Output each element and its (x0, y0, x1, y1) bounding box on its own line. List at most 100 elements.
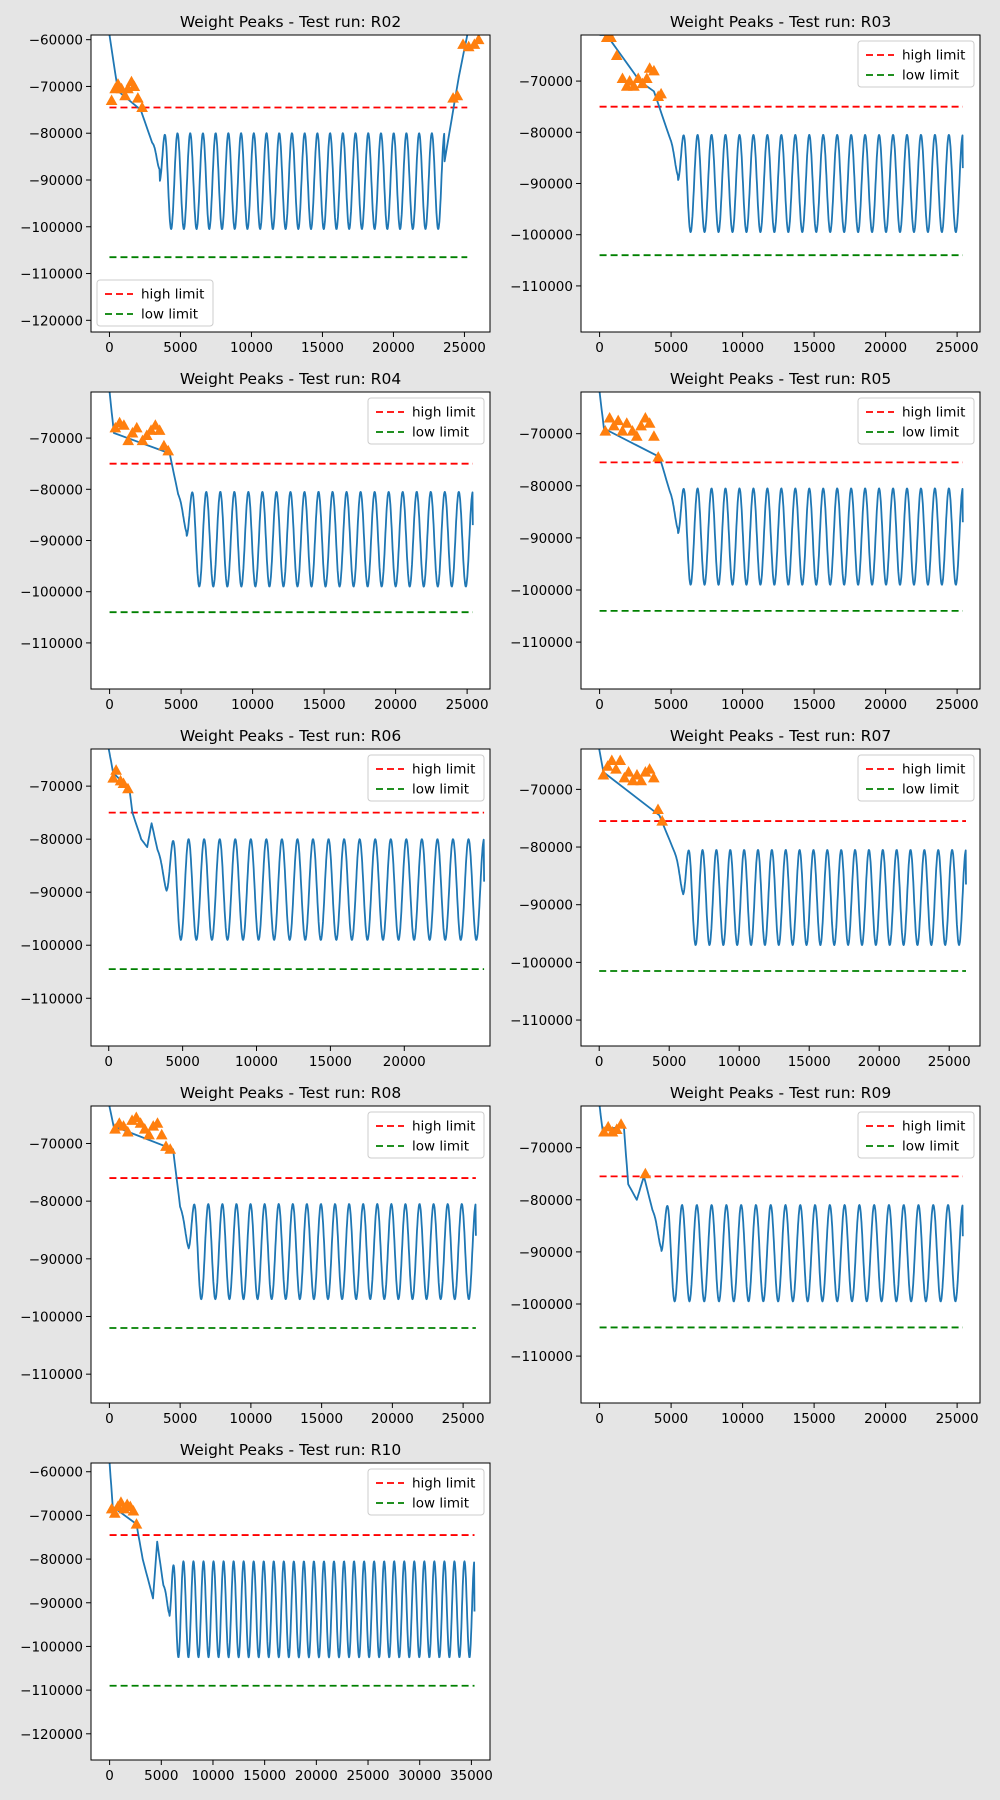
x-tick-label: 5000 (164, 697, 198, 713)
peak-marker (138, 1123, 151, 1134)
peak-marker (626, 774, 639, 786)
y-tick-label: −120000 (20, 313, 83, 329)
x-tick-label: 15000 (300, 1411, 343, 1427)
chart-panel-5: Weight Peaks - Test run: R06 −110000 −1000… (20, 727, 491, 1070)
peak-marker (630, 430, 643, 441)
legend-high-label: high limit (902, 1119, 965, 1135)
weight-signal-line (598, 1106, 964, 1303)
peak-marker (605, 35, 617, 43)
peak-marker (639, 1167, 652, 1179)
peak-marker (451, 89, 464, 101)
peak-marker (105, 94, 118, 105)
x-tick-label: 0 (105, 340, 114, 356)
y-tick-label: −70000 (29, 1136, 83, 1152)
peak-marker (652, 451, 665, 462)
legend: high limit low limit (367, 1468, 485, 1516)
legend: high limit low limit (367, 754, 485, 802)
y-tick-label: −100000 (20, 585, 83, 601)
x-tick-label: 0 (595, 1411, 604, 1427)
peak-marker (162, 444, 175, 456)
axes-frame (90, 1462, 491, 1761)
peak-marker (631, 768, 643, 780)
legend-low-label: low limit (902, 782, 959, 798)
x-tick-label: 5000 (163, 1411, 197, 1427)
y-tick-label: −60000 (29, 1465, 83, 1481)
peak-marker (108, 1507, 121, 1518)
y-tick-label: −110000 (510, 1013, 573, 1029)
x-tick-label: 20000 (372, 340, 415, 356)
legend-high-label: high limit (412, 1476, 475, 1492)
y-tick-label: −110000 (510, 635, 573, 651)
weight-signal-line (108, 35, 469, 230)
x-tick-label: 20000 (858, 1054, 901, 1070)
legend: high limit low limit (857, 1111, 975, 1159)
y-tick-label: −80000 (29, 832, 83, 848)
axes-frame (580, 748, 981, 1047)
peak-marker (117, 777, 130, 788)
weight-signal-line (108, 392, 474, 588)
y-tick-label: −100000 (510, 955, 573, 971)
chart-panel-8: Weight Peaks - Test run: R09 −110000 −1000… (510, 1084, 981, 1427)
peak-marker (132, 92, 144, 103)
y-tick-label: −70000 (29, 779, 83, 795)
peak-marker (109, 421, 122, 433)
peak-marker (164, 1143, 177, 1154)
chart-title: Weight Peaks - Test run: R02 (180, 13, 401, 31)
x-tick-label: 20000 (371, 1411, 414, 1427)
y-tick-label: −100000 (510, 1297, 573, 1313)
peak-marker (151, 1117, 164, 1128)
peak-marker (620, 80, 633, 91)
axes-frame (90, 748, 491, 1047)
legend: high limit low limit (367, 397, 485, 445)
y-tick-label: −110000 (20, 636, 83, 652)
peak-marker (130, 1518, 143, 1529)
y-tick-label: −90000 (519, 1245, 573, 1261)
plot-content (107, 749, 485, 970)
chart-panel-9: Weight Peaks - Test run: R10 −120000 −1100… (20, 1441, 493, 1784)
peak-marker (149, 419, 162, 430)
x-tick-label: 15000 (793, 1411, 836, 1427)
peak-marker (643, 417, 656, 428)
y-tick-label: −100000 (20, 1309, 83, 1325)
y-tick-label: −100000 (510, 228, 573, 244)
x-tick-label: 10000 (229, 1411, 272, 1427)
y-tick-label: −70000 (29, 431, 83, 447)
x-tick-label: 10000 (721, 1411, 764, 1427)
y-tick-label: −100000 (20, 220, 83, 236)
legend-box (96, 279, 214, 327)
peak-marker (601, 760, 614, 771)
peak-marker (122, 782, 134, 794)
y-tick-label: −90000 (519, 177, 573, 193)
peak-marker (109, 1123, 121, 1134)
y-tick-label: −70000 (519, 782, 573, 798)
x-tick-label: 5000 (652, 1054, 686, 1070)
x-tick-label: 0 (595, 340, 604, 356)
x-tick-label: 5000 (654, 1411, 688, 1427)
peak-marker (153, 424, 166, 435)
peak-marker (615, 1118, 627, 1129)
x-tick-label: 25000 (442, 1411, 485, 1427)
plot-content (598, 1106, 964, 1329)
y-tick-label: −90000 (519, 531, 573, 547)
peak-marker (605, 754, 618, 766)
peak-marker (610, 49, 623, 60)
x-tick-label: 10000 (721, 697, 764, 713)
y-tick-label: −70000 (519, 1141, 573, 1157)
axes-frame (580, 34, 981, 333)
peak-marker (652, 803, 664, 815)
x-tick-label: 15000 (793, 697, 836, 713)
legend-high-label: high limit (902, 405, 965, 421)
legend-high-label: high limit (412, 405, 475, 421)
peak-marker (457, 38, 469, 49)
peak-marker (610, 1123, 623, 1134)
legend: high limit low limit (96, 279, 214, 327)
chart-panel-6: Weight Peaks - Test run: R07 −110000 −1000… (510, 727, 981, 1070)
peak-marker (618, 771, 631, 783)
y-tick-label: −70000 (519, 74, 573, 90)
x-tick-label: 0 (104, 1054, 113, 1070)
y-tick-label: −100000 (20, 1639, 83, 1655)
x-tick-label: 5000 (144, 1768, 178, 1784)
y-tick-label: −80000 (29, 1552, 83, 1568)
y-tick-label: −80000 (519, 479, 573, 495)
